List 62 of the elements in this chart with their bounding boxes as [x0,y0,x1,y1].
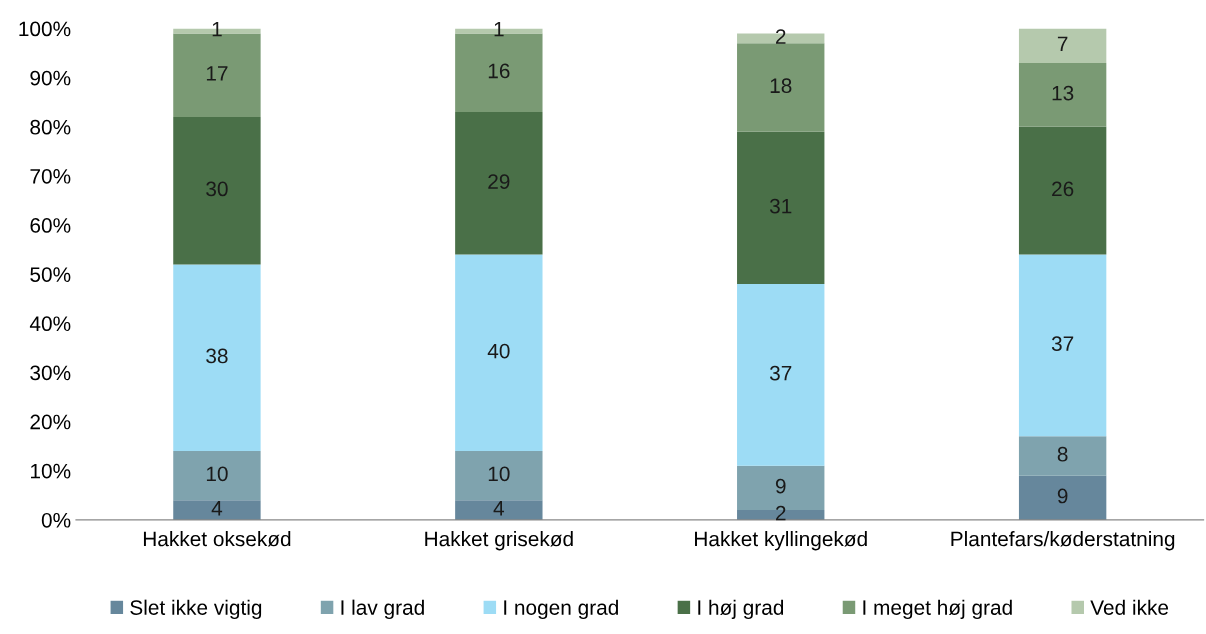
bar [173,116,261,265]
bar [455,254,543,452]
bar [737,43,825,132]
data-label: 30 [206,181,228,197]
x-tick-label: Plantefars/køderstatning [951,530,1175,551]
bar [737,131,825,285]
data-label: 2 [775,505,786,521]
x-tick-label: Hakket grisekød [425,530,573,551]
bar [455,112,543,255]
data-label: 37 [1051,336,1074,352]
x-tick-label: Hakket kyllingekød [695,530,867,551]
legend-label: Slet ikke vigtig [130,599,262,620]
data-label: 10 [488,466,510,482]
y-tick-label: 0% [41,512,71,528]
bar [1018,475,1107,520]
data-label: 40 [487,343,510,359]
x-tick-label: Hakket oksekød [143,530,291,547]
bar [1018,62,1107,127]
bar [1018,436,1107,476]
data-label: 38 [206,348,228,364]
data-label: 1 [494,22,504,37]
y-tick-label: 50% [30,267,71,282]
bar [1018,28,1107,63]
y-tick-label: 20% [30,414,71,430]
y-tick-label: 100% [19,21,71,37]
bar [1018,254,1107,437]
data-label: 7 [1057,36,1068,52]
data-label: 16 [488,63,510,79]
data-label: 4 [211,501,223,516]
data-label: 10 [206,466,228,482]
bar [173,500,261,520]
data-label: 18 [770,78,792,94]
bar [737,284,825,466]
y-tick-label: 70% [30,168,71,184]
legend-label: I lav grad [341,599,424,620]
bar [455,451,543,501]
y-tick-label: 30% [30,365,71,381]
legend-label: I nogen grad [504,599,618,620]
bar [455,500,543,520]
data-label: 17 [206,66,228,81]
data-label: 4 [493,501,505,516]
legend-label: I høj grad [698,599,784,620]
y-tick-label: 90% [30,70,71,86]
y-tick-label: 10% [31,463,71,479]
bar [173,451,261,501]
data-label: 9 [1057,488,1068,504]
y-tick-label: 80% [30,119,71,135]
legend-label: I meget høj grad [863,599,1012,620]
data-label: 1 [212,22,222,37]
data-label: 31 [769,198,792,214]
data-label: 37 [769,365,792,381]
data-label: 2 [775,29,786,44]
data-label: 29 [488,174,510,189]
y-tick-label: 60% [30,218,71,233]
data-label: 8 [1057,446,1068,462]
data-label: 26 [1052,181,1074,197]
data-label: 9 [775,478,786,494]
bar [1018,126,1107,255]
legend-label: Ved ikke [1090,599,1169,615]
data-label: 13 [1052,85,1074,101]
bar [173,264,261,452]
y-tick-label: 40% [29,316,71,332]
